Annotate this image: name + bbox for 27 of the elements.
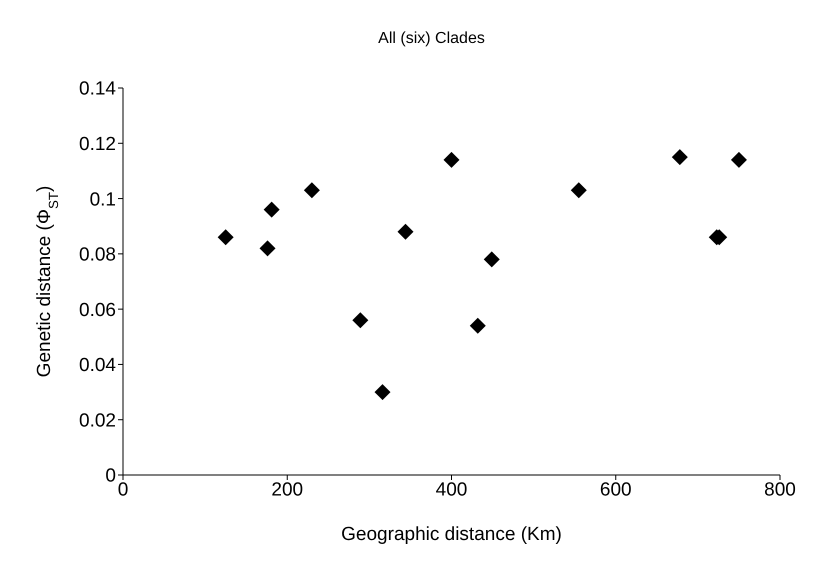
y-tick-label: 0.1 [90,189,116,210]
x-axis-title: Geographic distance (Km) [341,524,562,545]
point [218,229,234,246]
y-tick-label: 0.02 [79,410,116,432]
point [264,202,280,218]
y-tick-label: 0.12 [79,134,116,156]
x-tick-label: 800 [764,479,796,500]
point [398,224,414,240]
point [444,152,460,168]
point [260,240,276,256]
point [570,182,587,198]
chart-title: All (six) Clades [378,30,485,47]
point [470,318,486,334]
point [730,152,747,168]
x-tick-label: 400 [436,479,468,500]
y-tick-label: 0.14 [79,78,116,100]
y-tick-label: 0.06 [79,300,116,321]
y-tick-label: 0.04 [79,355,116,376]
y-tick-label: 0 [105,466,116,487]
point [484,251,500,268]
point [374,384,391,400]
y-tick-label: 0.08 [79,244,116,266]
point [672,149,688,166]
x-tick-label: 600 [600,479,632,500]
point [352,312,368,328]
x-tick-label: 200 [271,479,304,500]
point [304,182,320,198]
